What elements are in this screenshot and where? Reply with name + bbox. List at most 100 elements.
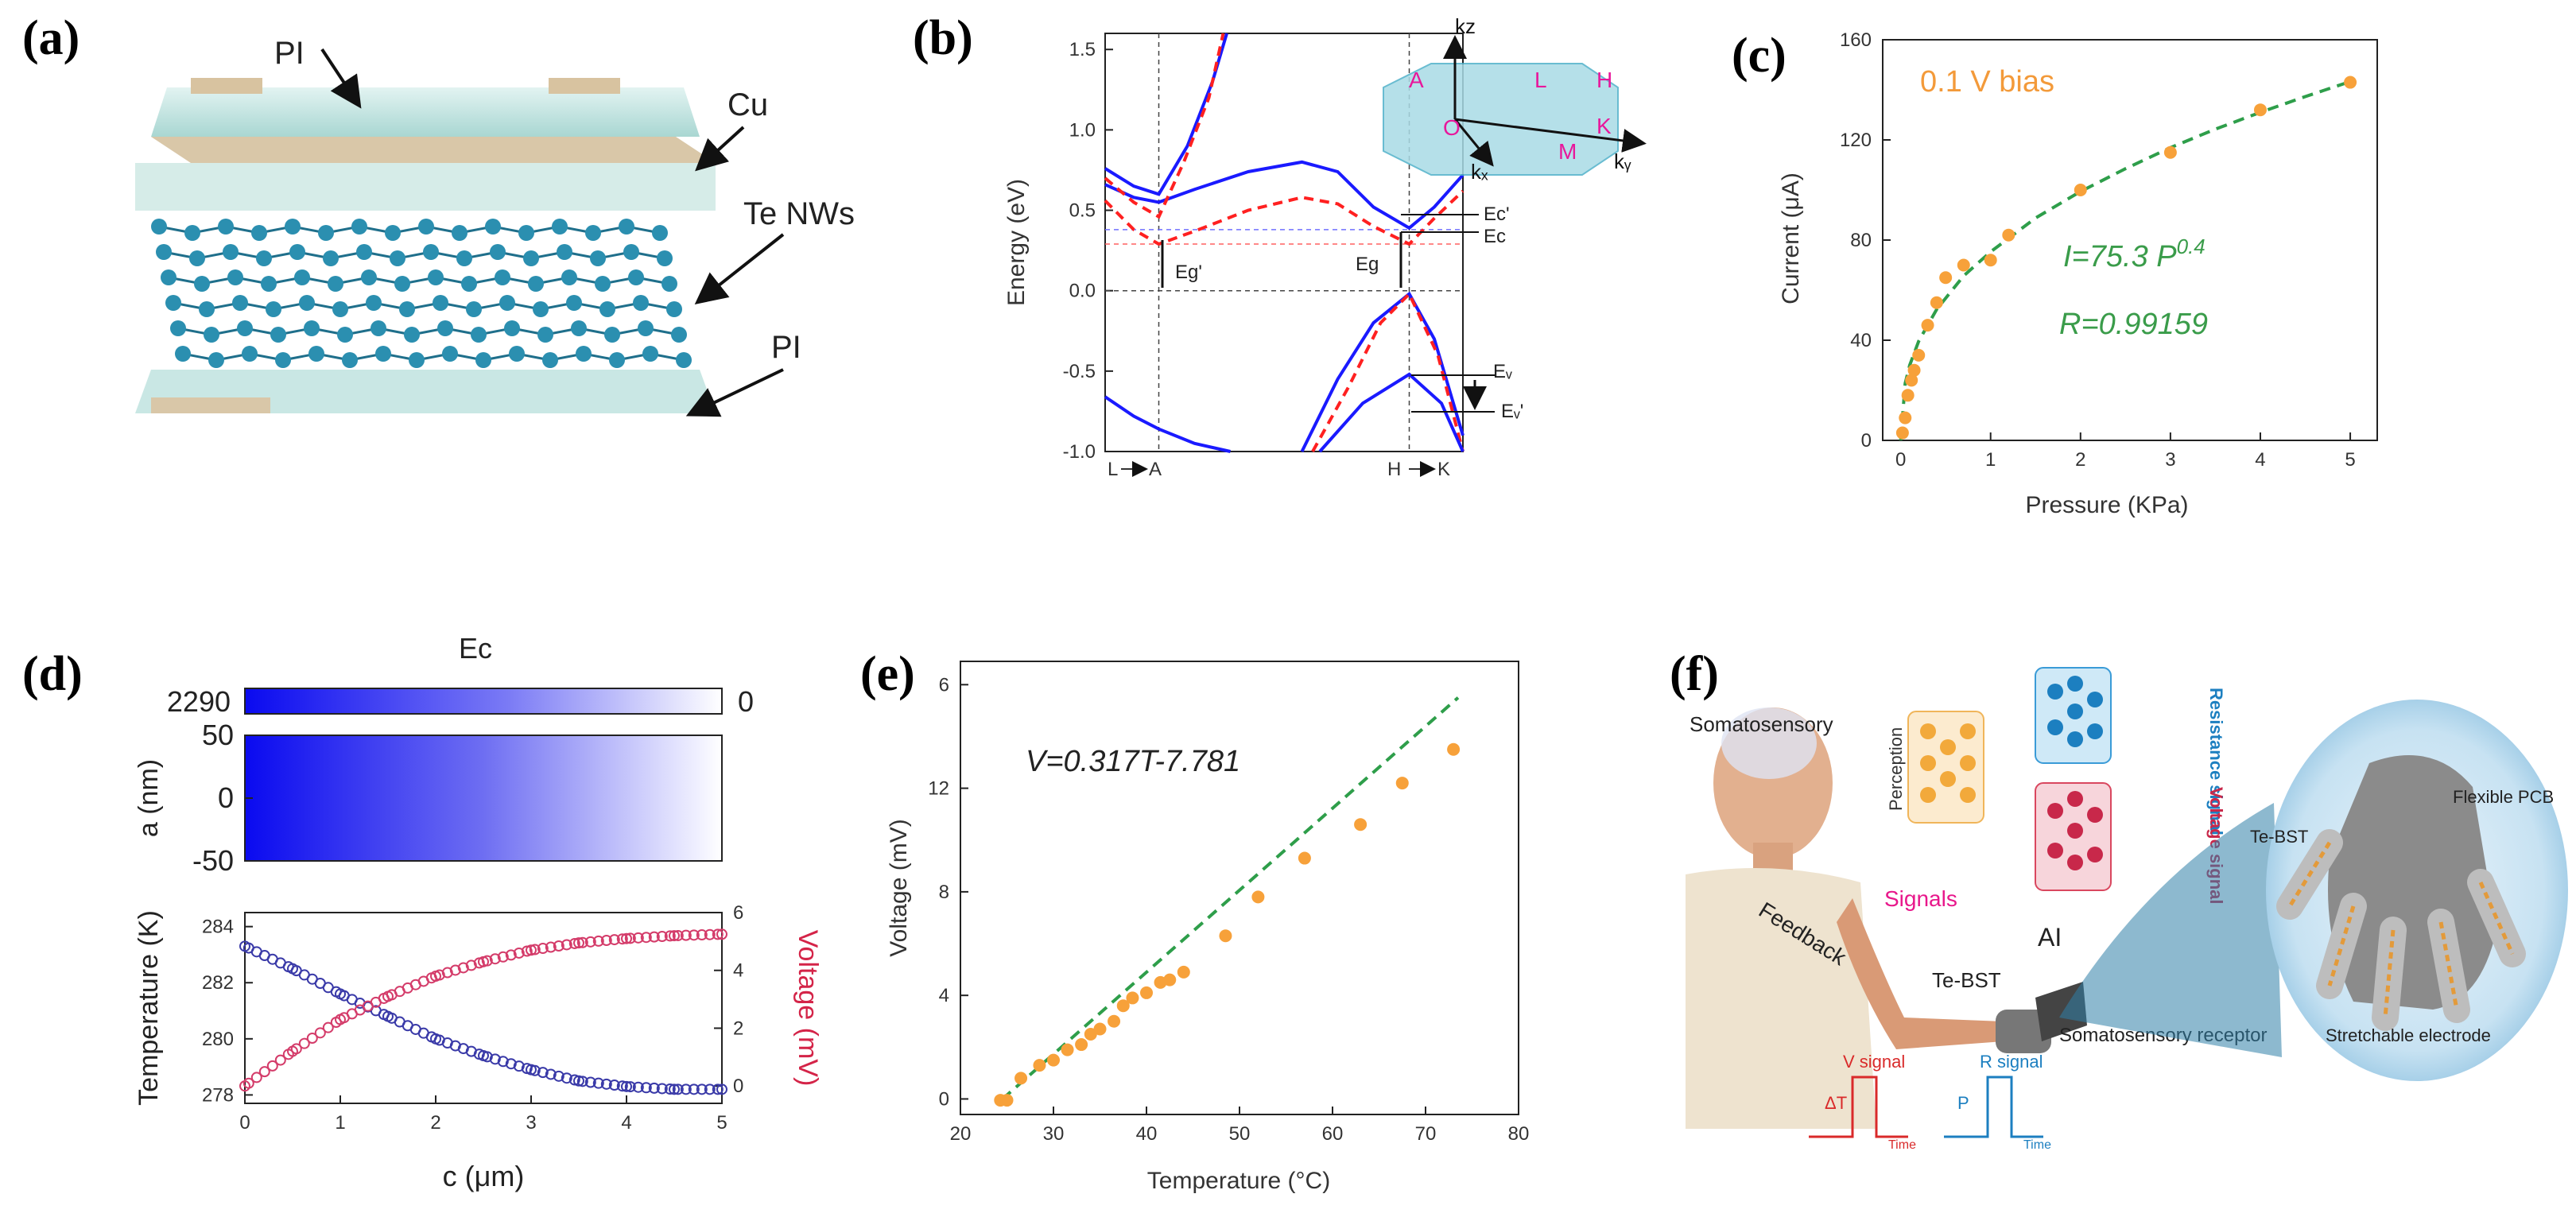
d-voltage-marker: [608, 934, 620, 946]
d-temperature-marker: [513, 1060, 525, 1072]
glove-fingers: [2276, 829, 2526, 1031]
te-atom: [218, 219, 234, 235]
te-atom: [461, 276, 477, 292]
d-right-ytick-label: 6: [733, 902, 743, 924]
c-fit-base: I=75.3 P: [2063, 240, 2177, 273]
b-ytick-label: 1.0: [1069, 119, 1096, 141]
panel-d: (d) Ec 2290 0 500-50 a (nm) Temperature …: [22, 632, 823, 1192]
te-atom: [261, 276, 277, 292]
d-temperature-marker: [688, 1083, 700, 1095]
te-atom: [442, 346, 458, 362]
c-data-point: [1901, 389, 1915, 402]
panel-b: (b) Energy (eV) 1.5 1.0 0.5 0.0 -0.5 -1.0 L A…: [913, 11, 1647, 480]
d-voltage-marker: [505, 949, 517, 961]
c-data-point: [1899, 411, 1912, 424]
te-atom: [638, 320, 654, 336]
te-atom: [370, 320, 386, 336]
d-temperature-marker: [568, 1074, 580, 1086]
te-atom: [184, 225, 200, 241]
te-atom: [390, 250, 405, 266]
te-atom: [251, 225, 267, 241]
bz-hexagon: [1383, 63, 1619, 176]
d-temperature-marker: [576, 1076, 588, 1087]
finger-electrode: [2438, 921, 2459, 1010]
e-data-point: [1251, 890, 1265, 904]
c-xtick-label: 2: [2075, 449, 2085, 471]
f-delta-t: ΔT: [1825, 1093, 1847, 1113]
te-atom: [657, 250, 673, 266]
d-colorbar: [244, 688, 723, 715]
te-atom: [175, 346, 191, 362]
f-ai: AI: [2038, 923, 2062, 952]
panel-a: (a) PI Cu Te NWs PI: [22, 11, 855, 417]
voltage-node: [2047, 803, 2063, 819]
te-atom: [409, 352, 425, 368]
finger-electrode: [2327, 905, 2356, 986]
te-atom: [585, 225, 601, 241]
d-temperature-marker: [529, 1064, 541, 1076]
te-atom: [399, 301, 415, 317]
d-temperature-marker: [680, 1083, 692, 1095]
d-voltage-marker: [314, 1027, 326, 1039]
te-atom: [666, 301, 682, 317]
d-voltage-marker: [640, 932, 652, 944]
bz-ky: kᵧ: [1614, 149, 1631, 173]
b-ev-prime: Eᵥ': [1501, 401, 1523, 422]
d-temperature-marker: [592, 1077, 604, 1089]
te-atom: [423, 244, 439, 260]
e-data-point: [1061, 1043, 1074, 1056]
te-atom: [232, 295, 248, 311]
e-data-point: [1014, 1072, 1028, 1085]
te-atom: [495, 269, 510, 285]
d-left-ylabel: Temperature (K): [134, 910, 164, 1106]
te-atom: [676, 352, 692, 368]
d-temperature-marker: [672, 1083, 684, 1095]
c-fit-r: R=0.99159: [2059, 308, 2208, 341]
te-atom: [671, 327, 687, 343]
label-pi-bottom: PI: [771, 330, 801, 365]
label-cu: Cu: [727, 87, 768, 122]
te-atom: [552, 219, 568, 235]
c-fit-formula: I=75.3 P0.4: [2063, 235, 2206, 273]
arrow-cu: [695, 126, 745, 172]
d-voltage-point: [669, 930, 680, 942]
bz-l: L: [1534, 68, 1547, 92]
bz-o: O: [1443, 115, 1461, 140]
d-map-ytick-label: 0: [218, 781, 234, 814]
b-band-cb2_blue: [1104, 33, 1228, 196]
e-data-point: [1093, 1022, 1107, 1036]
e-data-point: [1163, 973, 1177, 986]
b-ytick-label: 0.5: [1069, 200, 1096, 222]
e-fit-line: [1001, 696, 1460, 1101]
resistance-node: [2067, 731, 2083, 747]
te-atom: [328, 276, 343, 292]
label-pi-top: PI: [274, 36, 305, 71]
te-atom: [452, 225, 467, 241]
cu-bottom-pad: [151, 397, 270, 413]
te-atom: [170, 320, 186, 336]
d-voltage-marker: [489, 953, 501, 965]
te-nanowire-lattice: [151, 219, 692, 368]
resistance-node: [2087, 723, 2103, 739]
f-flexible-pcb: Flexible PCB: [2453, 787, 2554, 807]
te-atom: [418, 219, 434, 235]
te-atom: [165, 295, 181, 311]
te-atom: [619, 219, 634, 235]
top-pi-layer: [135, 163, 716, 211]
f-p: P: [1957, 1093, 1969, 1113]
e-xtick-label: 30: [1043, 1123, 1065, 1145]
f-perception: Perception: [1886, 727, 1906, 811]
resistance-node: [2067, 704, 2083, 719]
e-ylabel: Voltage (mV): [886, 819, 912, 956]
te-atom: [375, 346, 391, 362]
te-atom: [156, 244, 172, 260]
te-atom: [199, 301, 215, 317]
resistance-node: [2047, 684, 2063, 700]
d-voltage-marker: [576, 936, 588, 948]
te-atom: [299, 295, 315, 311]
te-atom: [308, 346, 324, 362]
d-right-ytick-label: 4: [733, 960, 743, 982]
panel-d-label: (d): [22, 647, 83, 701]
d-xtick-label: 1: [335, 1112, 345, 1134]
d-colorbar-max: 2290: [167, 685, 231, 718]
